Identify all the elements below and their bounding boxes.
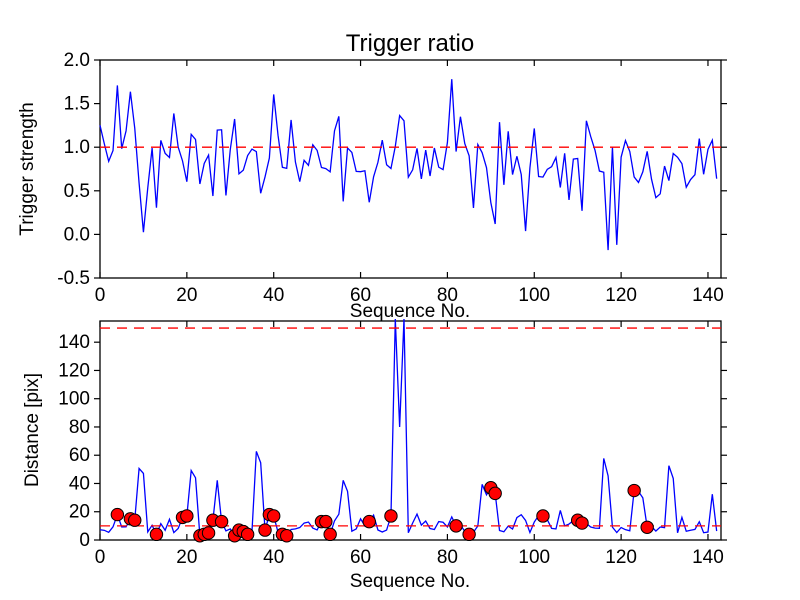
svg-text:120: 120 xyxy=(58,360,90,381)
svg-text:0: 0 xyxy=(95,547,106,568)
svg-text:Trigger strength: Trigger strength xyxy=(17,102,38,235)
svg-text:1.0: 1.0 xyxy=(64,137,90,158)
svg-text:-0.5: -0.5 xyxy=(57,268,90,289)
svg-text:0: 0 xyxy=(79,530,90,551)
svg-text:140: 140 xyxy=(692,285,724,306)
svg-text:140: 140 xyxy=(58,332,90,353)
svg-text:120: 120 xyxy=(605,547,637,568)
svg-text:40: 40 xyxy=(263,547,284,568)
svg-text:100: 100 xyxy=(518,547,550,568)
svg-text:60: 60 xyxy=(350,547,371,568)
svg-text:20: 20 xyxy=(176,285,197,306)
svg-text:100: 100 xyxy=(58,389,90,410)
svg-text:2.0: 2.0 xyxy=(64,50,90,71)
svg-text:40: 40 xyxy=(263,285,284,306)
svg-text:60: 60 xyxy=(69,445,90,466)
svg-text:0.5: 0.5 xyxy=(64,181,90,202)
svg-text:100: 100 xyxy=(518,285,550,306)
svg-text:Trigger ratio: Trigger ratio xyxy=(346,30,474,57)
svg-text:80: 80 xyxy=(69,417,90,438)
svg-text:140: 140 xyxy=(692,547,724,568)
svg-text:Sequence No.: Sequence No. xyxy=(350,571,470,592)
svg-text:0.0: 0.0 xyxy=(64,224,90,245)
svg-text:Sequence No.: Sequence No. xyxy=(350,301,470,322)
svg-text:120: 120 xyxy=(605,285,637,306)
svg-text:0: 0 xyxy=(95,285,106,306)
svg-text:20: 20 xyxy=(69,502,90,523)
svg-text:40: 40 xyxy=(69,473,90,494)
svg-text:Distance [pix]: Distance [pix] xyxy=(22,373,43,487)
svg-text:1.5: 1.5 xyxy=(64,94,90,115)
svg-text:80: 80 xyxy=(437,547,458,568)
svg-text:20: 20 xyxy=(176,547,197,568)
